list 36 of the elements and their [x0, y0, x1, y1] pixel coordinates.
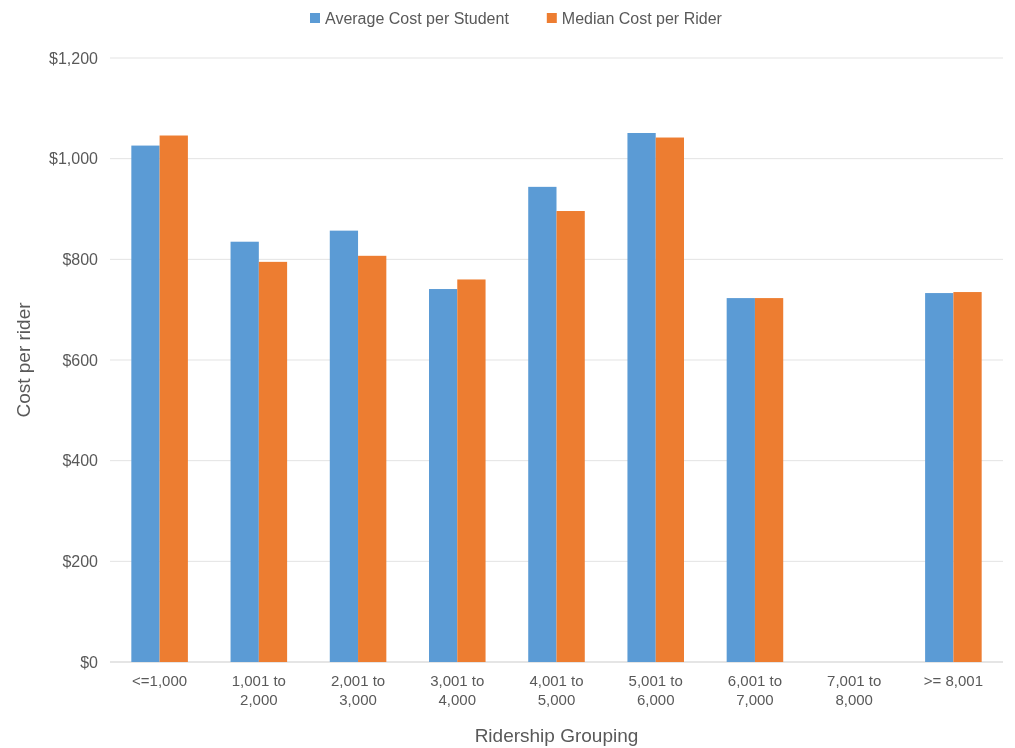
bar — [528, 186, 557, 662]
bar — [556, 211, 585, 662]
legend-label: Median Cost per Rider — [561, 9, 723, 27]
y-tick-label: $400 — [62, 452, 99, 470]
x-tick-label: 1,001 to 2,000 — [231, 672, 286, 708]
y-axis-title: Cost per rider — [13, 301, 34, 418]
bar — [258, 261, 288, 662]
x-tick-label: >= 8,001 — [923, 672, 984, 689]
bar — [230, 241, 259, 662]
x-tick-label: 2,001 to 3,000 — [330, 672, 386, 708]
y-tick-label: $200 — [62, 552, 99, 570]
bar — [159, 135, 188, 662]
bar — [429, 289, 458, 662]
x-tick-label: 6,001 to 7,000 — [727, 672, 783, 708]
x-tick-label: 7,001 to 8,000 — [827, 672, 882, 708]
y-tick-label: $0 — [80, 653, 99, 671]
bar — [329, 230, 359, 662]
y-tick-label: $1,000 — [49, 150, 99, 168]
y-tick-label: $1,200 — [49, 49, 99, 67]
bar — [655, 137, 684, 662]
bar — [925, 293, 954, 662]
x-tick-label: 5,001 to 6,000 — [628, 672, 683, 708]
legend-label: Average Cost per Student — [325, 9, 510, 27]
bar — [131, 145, 160, 662]
x-axis-title: Ridership Grouping — [474, 725, 639, 746]
bar — [953, 292, 982, 662]
x-tick-label: 3,001 to 4,000 — [430, 672, 485, 708]
x-tick-label: 4,001 to 5,000 — [529, 672, 584, 708]
bar — [457, 279, 486, 662]
bar — [726, 298, 755, 662]
bar — [754, 298, 784, 662]
y-tick-label: $800 — [62, 250, 99, 268]
bar — [358, 255, 387, 662]
x-tick-label: <=1,000 — [132, 672, 188, 689]
bar — [627, 133, 656, 662]
y-tick-label: $600 — [62, 351, 99, 369]
